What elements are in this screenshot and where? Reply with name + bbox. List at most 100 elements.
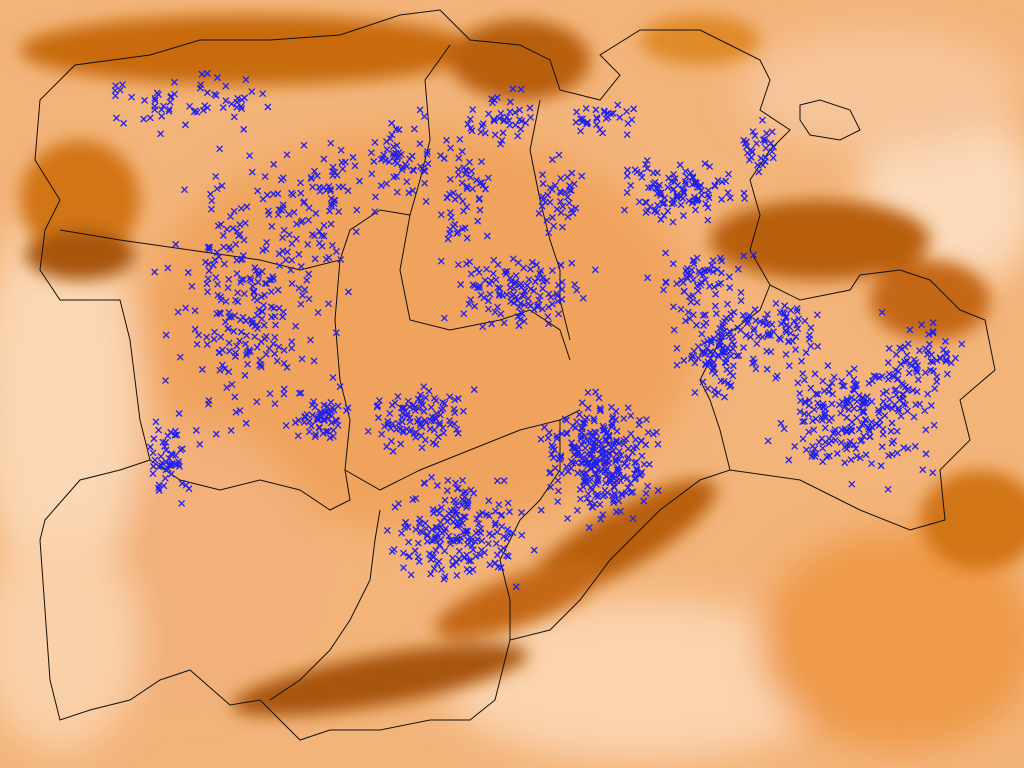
marker bbox=[564, 514, 571, 522]
marker bbox=[558, 469, 566, 477]
marker bbox=[896, 344, 904, 352]
marker bbox=[924, 390, 932, 398]
marker bbox=[586, 474, 594, 482]
marker bbox=[642, 209, 650, 216]
marker bbox=[327, 220, 335, 228]
marker bbox=[734, 324, 742, 332]
marker bbox=[722, 355, 730, 363]
marker bbox=[913, 368, 921, 376]
marker bbox=[704, 186, 712, 194]
marker bbox=[410, 125, 418, 133]
marker bbox=[524, 294, 532, 302]
marker bbox=[572, 204, 580, 212]
marker bbox=[782, 328, 790, 336]
marker bbox=[782, 313, 790, 321]
marker bbox=[443, 194, 451, 202]
marker bbox=[821, 413, 829, 421]
marker bbox=[400, 404, 408, 412]
marker bbox=[486, 561, 494, 569]
marker bbox=[797, 397, 805, 405]
marker bbox=[943, 370, 951, 378]
marker bbox=[151, 268, 159, 276]
marker bbox=[573, 286, 581, 294]
marker bbox=[569, 209, 577, 217]
marker bbox=[721, 393, 728, 401]
marker bbox=[574, 449, 582, 457]
marker bbox=[512, 293, 520, 301]
marker bbox=[673, 361, 681, 369]
marker bbox=[819, 444, 827, 452]
marker bbox=[386, 410, 394, 417]
marker bbox=[718, 195, 726, 203]
marker bbox=[228, 380, 236, 388]
marker bbox=[230, 207, 238, 215]
marker bbox=[628, 116, 636, 124]
marker bbox=[297, 189, 305, 197]
marker bbox=[632, 436, 639, 444]
marker bbox=[399, 409, 407, 417]
marker bbox=[930, 367, 937, 375]
marker bbox=[547, 293, 555, 301]
marker bbox=[423, 150, 431, 158]
marker bbox=[505, 508, 513, 516]
marker bbox=[327, 407, 335, 415]
marker bbox=[798, 357, 806, 365]
marker bbox=[590, 415, 598, 423]
marker bbox=[334, 402, 342, 410]
marker bbox=[409, 496, 417, 504]
marker bbox=[589, 433, 597, 441]
marker bbox=[384, 417, 392, 425]
marker bbox=[883, 387, 890, 395]
marker bbox=[752, 365, 760, 373]
marker bbox=[339, 165, 347, 173]
marker bbox=[898, 345, 906, 353]
marker bbox=[191, 107, 199, 115]
marker bbox=[579, 115, 587, 123]
marker bbox=[450, 537, 458, 545]
marker bbox=[465, 300, 473, 308]
marker bbox=[888, 419, 896, 427]
marker bbox=[416, 106, 424, 114]
marker bbox=[242, 76, 250, 84]
marker bbox=[740, 252, 748, 260]
marker bbox=[909, 386, 917, 394]
marker bbox=[427, 417, 435, 425]
marker bbox=[455, 555, 463, 563]
marker bbox=[195, 331, 203, 339]
marker bbox=[530, 546, 538, 554]
marker bbox=[825, 452, 833, 460]
marker bbox=[952, 354, 960, 362]
marker bbox=[578, 425, 586, 433]
marker bbox=[535, 296, 543, 304]
marker bbox=[275, 304, 283, 312]
marker bbox=[510, 285, 518, 292]
marker bbox=[469, 566, 477, 574]
marker bbox=[724, 300, 731, 308]
marker bbox=[172, 451, 180, 459]
marker bbox=[267, 303, 275, 311]
marker bbox=[351, 162, 359, 170]
marker bbox=[903, 351, 911, 359]
marker bbox=[677, 201, 685, 209]
marker bbox=[518, 310, 526, 318]
marker bbox=[594, 493, 602, 501]
marker bbox=[485, 110, 493, 118]
marker bbox=[440, 314, 448, 322]
marker bbox=[925, 340, 933, 348]
marker bbox=[254, 278, 262, 286]
marker bbox=[498, 522, 506, 530]
marker bbox=[484, 540, 492, 548]
marker bbox=[896, 396, 904, 404]
marker bbox=[643, 165, 651, 172]
marker bbox=[914, 361, 922, 369]
marker bbox=[721, 317, 729, 325]
marker bbox=[683, 264, 691, 272]
marker bbox=[629, 515, 637, 523]
marker bbox=[487, 277, 495, 285]
marker bbox=[512, 121, 519, 129]
marker bbox=[573, 418, 581, 426]
marker bbox=[670, 178, 678, 186]
marker bbox=[689, 173, 697, 181]
marker bbox=[261, 291, 268, 299]
